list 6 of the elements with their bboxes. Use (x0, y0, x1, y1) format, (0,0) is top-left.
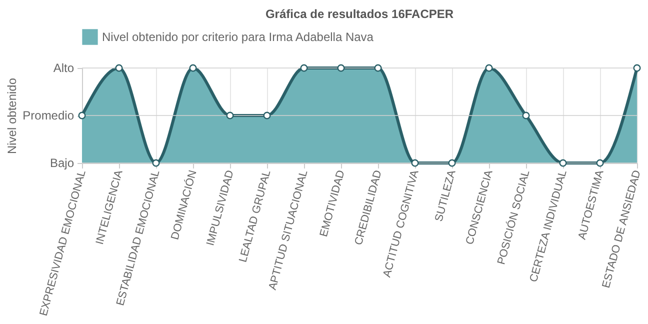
ref-line-label: Alto (53, 61, 74, 75)
chart-title: Gráfica de resultados 16FACPER (265, 7, 454, 21)
ref-line-label: Promedio (22, 108, 74, 122)
series-label: Nivel obtenido por criterio para Irma Adabella Nava (102, 30, 374, 44)
y-axis-title: Nivel obtenido (5, 78, 19, 154)
ref-line-label: Bajo (50, 156, 74, 170)
